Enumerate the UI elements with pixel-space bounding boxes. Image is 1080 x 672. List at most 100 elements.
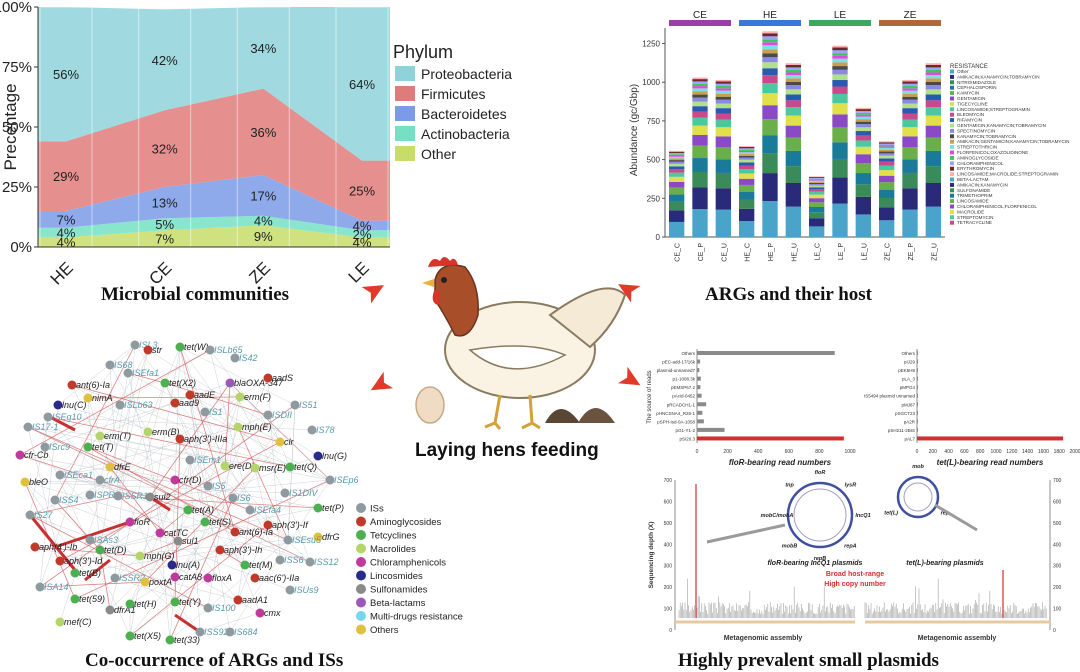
stack-segment bbox=[762, 201, 778, 237]
x-tick-label: 600 bbox=[960, 449, 969, 455]
stack-segment bbox=[879, 146, 895, 148]
network-node bbox=[280, 488, 290, 498]
x-tick-label: 1000 bbox=[844, 449, 855, 455]
read-bar bbox=[917, 427, 918, 432]
network-node-label: ISEsu5 bbox=[292, 535, 322, 545]
network-node bbox=[263, 373, 273, 383]
stack-segment bbox=[902, 83, 918, 87]
stack-segment bbox=[855, 196, 871, 215]
legend-label: Proteobacteria bbox=[421, 66, 512, 82]
depth-tick-left: 200 bbox=[664, 585, 673, 591]
bar-label: IS5494 plasmid unnamed bbox=[864, 394, 916, 399]
network-node bbox=[250, 463, 260, 473]
network-node-label: IS17-1 bbox=[32, 422, 59, 432]
network-node-label: IS684 bbox=[234, 627, 258, 637]
legend-swatch bbox=[356, 584, 366, 594]
bar-label: pSGCT23 bbox=[895, 411, 916, 416]
x-tick-label: 2000 bbox=[1069, 449, 1080, 455]
hen-head bbox=[422, 257, 479, 337]
network-node bbox=[225, 378, 235, 388]
gene-label: rep bbox=[941, 511, 950, 517]
stack-segment bbox=[832, 55, 848, 59]
network-node-label: IS1 bbox=[209, 407, 223, 417]
read-bar bbox=[697, 351, 835, 355]
legend-swatch bbox=[950, 182, 954, 187]
stack-segment bbox=[739, 155, 755, 158]
network-node bbox=[20, 477, 30, 487]
stack-segment bbox=[669, 154, 685, 156]
stack-segment bbox=[785, 115, 801, 126]
stack-segment bbox=[692, 79, 708, 82]
stack-segment bbox=[762, 33, 778, 37]
stack-segment bbox=[785, 69, 801, 73]
stack-segment bbox=[809, 184, 825, 186]
stack-segment bbox=[785, 166, 801, 184]
stack-segment bbox=[925, 125, 941, 138]
bar-label: pSI20.3 bbox=[679, 436, 695, 441]
y-tick-label: 50% bbox=[2, 119, 32, 136]
depth-tick-left: 500 bbox=[664, 521, 673, 527]
stack-segment bbox=[692, 83, 708, 87]
stack-segment bbox=[785, 183, 801, 207]
depth-tick-right: 500 bbox=[1053, 521, 1062, 527]
stack-segment bbox=[669, 194, 685, 202]
network-node-label: tet(Q) bbox=[294, 462, 317, 472]
stack-segment bbox=[879, 165, 895, 171]
network-edge bbox=[207, 396, 241, 609]
network-node bbox=[275, 555, 285, 565]
network-node-label: ISPR bbox=[94, 490, 116, 500]
stack-segment bbox=[785, 89, 801, 95]
x-tick-label: 400 bbox=[944, 449, 953, 455]
microbial-communities-caption: Microbial communities bbox=[101, 284, 290, 305]
legend-label: BLEOMYCIN bbox=[957, 112, 984, 117]
network-node-label: ISSR2 bbox=[119, 573, 145, 583]
x-tick-label: CE_U bbox=[721, 243, 728, 262]
network-node-label: mph(G) bbox=[144, 551, 175, 561]
network-edge bbox=[267, 377, 281, 561]
bar-label: pEC-add-17/16k bbox=[662, 360, 696, 365]
network-node bbox=[55, 556, 65, 566]
network-node bbox=[125, 599, 135, 609]
stack-segment bbox=[925, 100, 941, 108]
x-tick-label: LE_U bbox=[861, 243, 868, 261]
network-edge bbox=[27, 426, 289, 541]
stack-segment bbox=[809, 189, 825, 192]
data-label: 4% bbox=[353, 218, 372, 233]
data-label: 29% bbox=[53, 169, 79, 184]
stack-segment bbox=[879, 153, 895, 156]
y-tick-label: 75% bbox=[2, 59, 32, 76]
stack-segment bbox=[902, 108, 918, 114]
network-node-label: tet(59) bbox=[79, 594, 105, 604]
network-edge bbox=[39, 404, 296, 588]
args-abundance-chart: 0 250 500 750 1000 1250 Abundance (gc/Gbp) CE HE… bbox=[629, 10, 1069, 262]
read-bar bbox=[917, 351, 918, 355]
network-edge bbox=[114, 577, 209, 609]
stack-segment bbox=[855, 173, 871, 185]
stack-segment bbox=[902, 86, 918, 89]
network-node bbox=[203, 573, 213, 583]
x-tick-label: 1800 bbox=[1054, 449, 1065, 455]
data-label: 56% bbox=[53, 67, 79, 82]
stack-segment bbox=[879, 182, 895, 190]
network-node-label: aac(6')-IIa bbox=[259, 573, 299, 583]
network-edge bbox=[224, 465, 289, 541]
data-label: 32% bbox=[152, 142, 178, 157]
network-node bbox=[170, 597, 180, 607]
legend-swatch bbox=[356, 516, 366, 527]
network-node bbox=[50, 495, 60, 505]
network-edge bbox=[134, 344, 166, 384]
network-edge bbox=[174, 459, 191, 578]
stack-segment bbox=[925, 81, 941, 86]
network-edge bbox=[127, 372, 173, 566]
y-axis-label: Precentage bbox=[1, 84, 20, 171]
x-tick-label: HE bbox=[47, 258, 77, 288]
network-node-label: aadE bbox=[194, 390, 216, 400]
legend-swatch bbox=[950, 150, 954, 155]
stack-segment bbox=[785, 137, 801, 151]
stack-segment bbox=[715, 88, 731, 91]
legend-swatch bbox=[950, 145, 954, 150]
network-node-label: IS5 bbox=[212, 481, 227, 491]
x-tick-label: 800 bbox=[815, 449, 824, 455]
data-label: 4% bbox=[353, 235, 372, 250]
network-node bbox=[305, 557, 315, 567]
